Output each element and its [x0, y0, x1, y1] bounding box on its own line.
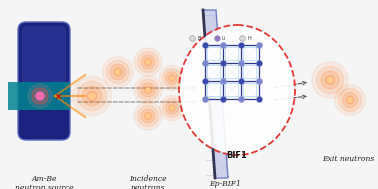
Ellipse shape [166, 72, 178, 84]
Ellipse shape [160, 95, 184, 121]
Ellipse shape [102, 57, 133, 87]
Ellipse shape [180, 26, 294, 154]
Ellipse shape [316, 66, 344, 94]
Ellipse shape [144, 87, 152, 94]
Ellipse shape [169, 75, 175, 81]
Ellipse shape [138, 105, 158, 126]
FancyBboxPatch shape [225, 47, 239, 61]
Ellipse shape [110, 64, 126, 80]
Ellipse shape [87, 91, 97, 101]
Ellipse shape [169, 105, 175, 111]
Ellipse shape [138, 80, 158, 101]
Ellipse shape [321, 71, 339, 89]
Ellipse shape [166, 102, 178, 114]
FancyBboxPatch shape [243, 65, 257, 79]
FancyBboxPatch shape [207, 65, 221, 79]
Ellipse shape [170, 76, 174, 80]
Text: B: B [197, 36, 200, 40]
Ellipse shape [134, 76, 162, 104]
Ellipse shape [114, 68, 122, 76]
Ellipse shape [144, 112, 152, 119]
FancyBboxPatch shape [207, 47, 221, 61]
Ellipse shape [116, 70, 120, 74]
Ellipse shape [170, 106, 174, 110]
Ellipse shape [82, 86, 102, 106]
Ellipse shape [73, 76, 112, 116]
Text: Li: Li [222, 36, 226, 40]
Polygon shape [203, 10, 228, 178]
Ellipse shape [146, 88, 150, 92]
Ellipse shape [348, 98, 352, 102]
Ellipse shape [32, 88, 48, 104]
Ellipse shape [144, 59, 152, 66]
Ellipse shape [146, 114, 150, 118]
Ellipse shape [163, 69, 181, 88]
FancyBboxPatch shape [18, 22, 70, 140]
Ellipse shape [335, 85, 366, 115]
Ellipse shape [134, 102, 162, 130]
FancyBboxPatch shape [243, 83, 257, 97]
Ellipse shape [327, 77, 333, 83]
FancyBboxPatch shape [207, 83, 221, 97]
FancyBboxPatch shape [225, 65, 239, 79]
Text: Incidence
neutrons: Incidence neutrons [129, 175, 167, 189]
Ellipse shape [312, 62, 348, 98]
Ellipse shape [141, 109, 155, 123]
Ellipse shape [28, 84, 52, 108]
Text: H: H [247, 36, 251, 40]
FancyBboxPatch shape [225, 83, 239, 97]
Text: Ep-BIF1: Ep-BIF1 [209, 180, 241, 188]
Text: Am-Be
neutron source: Am-Be neutron source [15, 175, 73, 189]
Ellipse shape [346, 96, 354, 104]
Ellipse shape [141, 83, 155, 97]
Ellipse shape [134, 48, 162, 76]
FancyBboxPatch shape [22, 26, 66, 85]
Ellipse shape [160, 65, 184, 91]
Ellipse shape [163, 98, 181, 117]
Text: Exit neutrons: Exit neutrons [322, 155, 374, 163]
Ellipse shape [325, 75, 335, 84]
Ellipse shape [141, 55, 155, 69]
Bar [8, 82, 70, 110]
Ellipse shape [146, 60, 150, 64]
Ellipse shape [107, 60, 130, 84]
Ellipse shape [342, 92, 358, 108]
Text: BIF1: BIF1 [226, 150, 248, 160]
Ellipse shape [338, 88, 361, 112]
FancyBboxPatch shape [243, 47, 257, 61]
Ellipse shape [77, 81, 107, 111]
Ellipse shape [138, 51, 158, 73]
Ellipse shape [36, 92, 44, 100]
Ellipse shape [89, 93, 95, 99]
